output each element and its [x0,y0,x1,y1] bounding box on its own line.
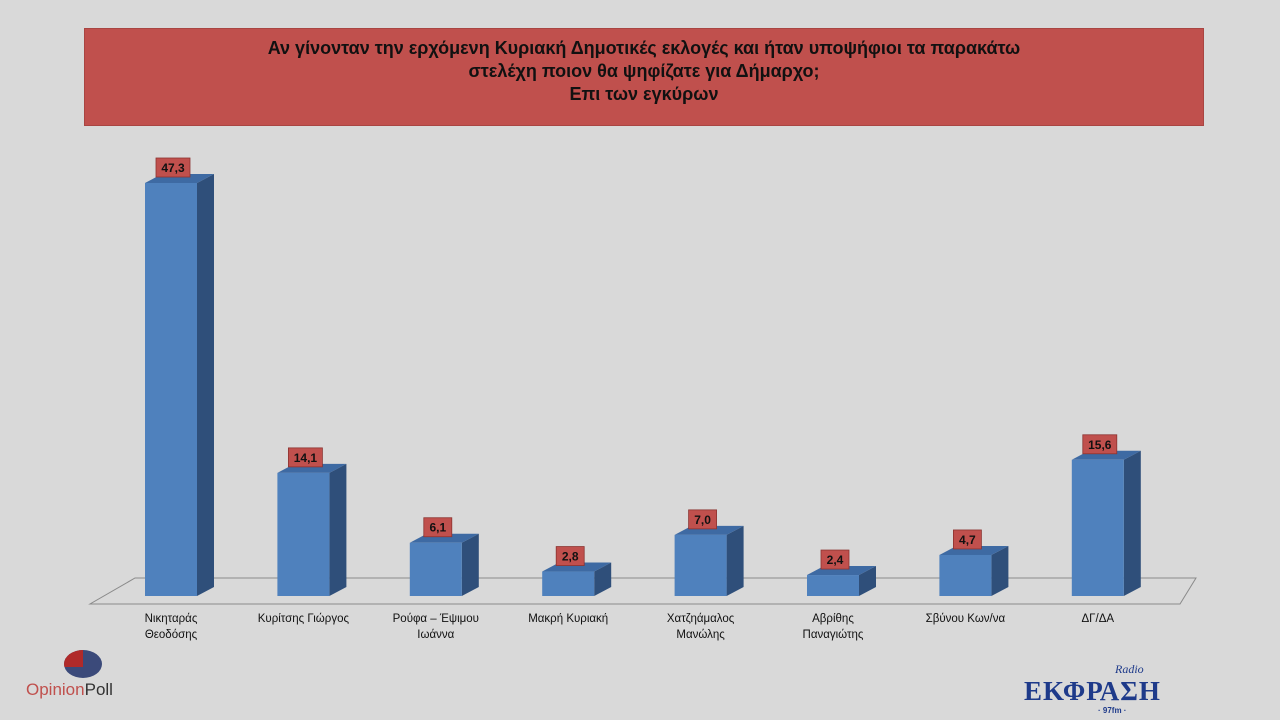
radio-logo: ΕΚΦΡΑΣΗ [1024,676,1161,706]
data-label: 47,3 [161,161,185,175]
bar [277,472,330,596]
data-label: 14,1 [294,451,318,465]
category-label: ΔΓ/ΔΑ [1082,613,1115,625]
bar [674,534,727,596]
category-label: Αβρίθης [812,613,854,625]
chart-floor [88,577,1197,605]
category-label: Ρούφα – Έψιμου [393,613,479,625]
data-label-bg [155,157,191,178]
data-label: 6,1 [429,521,446,535]
data-label-bg [688,509,717,530]
bar-side [859,566,876,596]
radio-logo-radio: Radio [1115,662,1144,676]
opinionpoll-logo-icon [64,650,102,678]
data-label-bg [1082,434,1118,455]
title-line-1: Αν γίνονταν την ερχόμενη Κυριακή Δημοτικ… [267,38,1021,58]
bar [145,183,197,596]
logo-text-part2: Poll [84,680,113,699]
bar [409,542,462,596]
category-label: Κυρίτσης Γιώργος [258,613,350,625]
category-label: Μακρή Κυριακή [528,613,608,625]
data-label-bg [820,549,850,570]
chart-title: Αν γίνονταν την ερχόμενη Κυριακή Δημοτικ… [84,28,1204,126]
bar [542,571,595,596]
title-line-3: Επι των εγκύρων [569,84,719,104]
bar [807,575,859,596]
radio-logo-freq: · 97fm · [1098,706,1127,715]
category-label: Ιωάννα [417,629,454,641]
category-label: Μανώλης [676,629,725,641]
category-label: Θεοδόσης [145,629,198,641]
bar [1071,459,1124,596]
data-label-bg [555,546,585,566]
opinionpoll-logo: OpinionPoll [26,680,113,700]
data-label: 2,4 [827,553,844,567]
data-label: 2,8 [562,550,579,564]
title-line-2: στελέχη ποιον θα ψηφίζατε για Δήμαρχο; [468,61,820,81]
bar-side [1123,450,1141,596]
bar-side [329,463,347,596]
data-label: 15,6 [1088,438,1112,452]
bar-side [726,525,744,596]
data-label: 7,0 [694,513,711,527]
category-label: Χατζηάμαλος [667,613,735,625]
bar-side [991,545,1009,596]
category-label: Νικηταράς [145,613,198,625]
bar-side [197,174,214,596]
data-label-bg [423,517,453,538]
data-label-bg [953,529,982,550]
bar [939,554,992,596]
logo-text-part1: Opinion [26,680,85,699]
data-label-bg [287,447,323,468]
bar-side [594,562,612,596]
data-label: 4,7 [959,533,976,547]
category-label: Παναγιώτης [803,629,864,641]
category-label: Σβύνου Κων/να [926,613,1006,625]
bar-side [461,533,479,596]
